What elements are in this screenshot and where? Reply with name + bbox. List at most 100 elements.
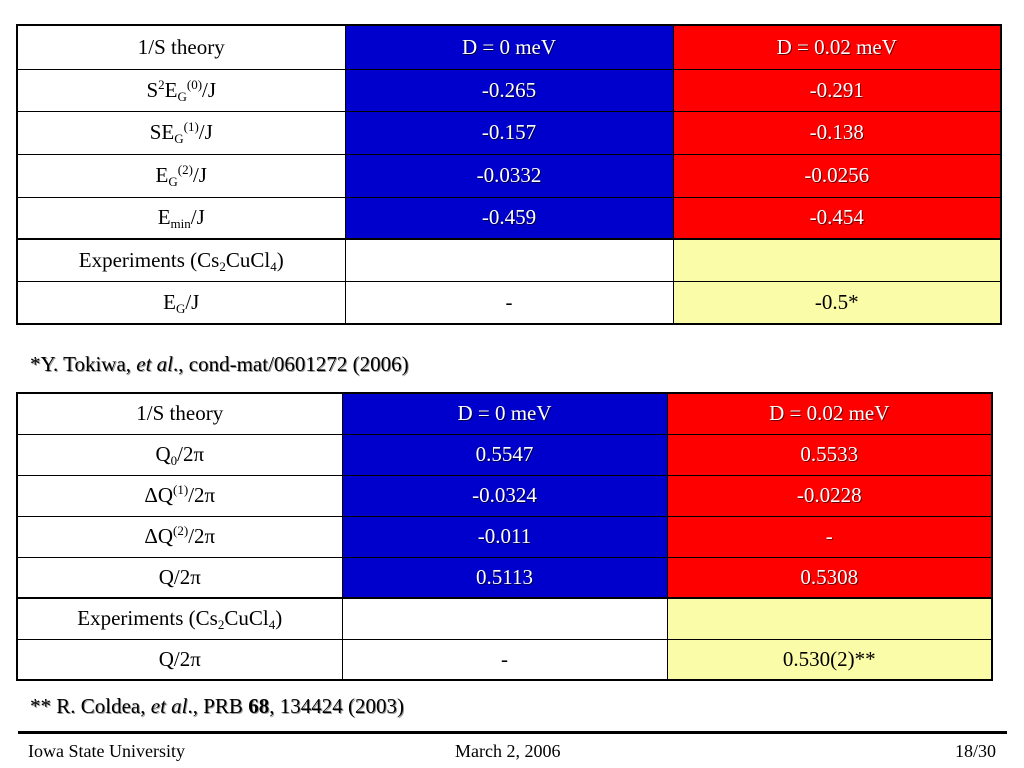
table-row: Emin/J -0.459 -0.454 — [16, 196, 1002, 240]
citation-etal: et al — [136, 352, 174, 376]
value-d0: - — [344, 280, 674, 324]
value-d0: -0.265 — [344, 68, 674, 112]
citation-text: , 134424 (2003) — [269, 694, 404, 718]
label-text: ΔQ — [144, 483, 174, 507]
label-text: ) — [276, 247, 284, 272]
header-d0: D = 0 meV — [341, 392, 668, 435]
label-subscript: G — [168, 174, 178, 189]
experiments-label: Experiments (Cs2CuCl4) — [16, 238, 346, 282]
label-text: Q — [155, 442, 171, 466]
table-row: ΔQ(2)/2π -0.011 - — [16, 515, 993, 558]
experiments-row: Experiments (Cs2CuCl4) — [16, 597, 993, 640]
label-text: /2π — [177, 442, 205, 466]
value-d0: -0.157 — [344, 110, 674, 155]
citation-etal: et al — [150, 694, 188, 718]
value-d0: -0.459 — [344, 196, 674, 240]
label-text: CuCl — [225, 247, 271, 272]
empty-cell — [672, 238, 1002, 282]
label-subscript: min — [170, 216, 191, 232]
label-text: Experiments (Cs — [77, 606, 218, 631]
empty-cell — [344, 238, 674, 282]
label-text: /J — [192, 163, 207, 187]
value-experiment: -0.5* — [672, 280, 1002, 324]
header-theory: 1/S theory — [16, 392, 343, 435]
label-text: E — [163, 289, 176, 314]
value-experiment: 0.530(2)** — [666, 638, 993, 680]
table-row: Q/2π 0.5113 0.5308 — [16, 556, 993, 599]
label-text: /2π — [188, 483, 216, 507]
table-row: SEG(1)/J -0.157 -0.138 — [16, 110, 1002, 155]
label-text: /J — [202, 77, 217, 102]
header-d002: D = 0.02 meV — [672, 24, 1002, 70]
footer-date: March 2, 2006 — [455, 741, 561, 761]
header-theory: 1/S theory — [16, 24, 346, 70]
label-text: E — [164, 77, 178, 102]
label-text: SE — [149, 120, 175, 144]
table-row: ΔQ(1)/2π -0.0324 -0.0228 — [16, 474, 993, 517]
table-row: EG/J - -0.5* — [16, 280, 1002, 324]
citation-text: *Y. Tokiwa, — [30, 352, 137, 376]
row-label: EG/J — [16, 280, 346, 324]
label-subscript: G — [174, 131, 184, 146]
row-label: Q/2π — [16, 556, 343, 599]
row-label: Q/2π — [16, 638, 343, 680]
empty-cell — [666, 597, 993, 640]
header-d0: D = 0 meV — [344, 24, 674, 70]
citation-text: ., PRB — [187, 694, 249, 718]
label-text: /2π — [188, 524, 216, 548]
label-superscript: (1) — [173, 482, 189, 497]
value-d002: 0.5308 — [666, 556, 993, 599]
label-text: Q/2π — [158, 564, 201, 589]
table-row: EG(2)/J -0.0332 -0.0256 — [16, 153, 1002, 198]
citation-volume: 68 — [248, 694, 270, 718]
label-superscript: (0) — [186, 76, 203, 92]
row-label: S2EG(0)/J — [16, 68, 346, 112]
table-header-row: 1/S theory D = 0 meV D = 0.02 meV — [16, 24, 1002, 70]
value-d0: -0.0324 — [341, 474, 668, 517]
value-d002: 0.5533 — [666, 433, 993, 476]
row-label: ΔQ(1)/2π — [16, 474, 343, 517]
citation-tokiwa: *Y. Tokiwa, et al., cond-mat/0601272 (20… — [30, 352, 409, 377]
label-text: /J — [190, 205, 205, 230]
label-text: E — [155, 163, 169, 187]
table-row: Q/2π - 0.530(2)** — [16, 638, 993, 680]
value-d002: -0.291 — [672, 68, 1002, 112]
header-d002: D = 0.02 meV — [666, 392, 993, 435]
row-label: SEG(1)/J — [16, 110, 346, 155]
value-d0: - — [341, 638, 668, 680]
label-text: ) — [275, 606, 283, 631]
label-subscript: 2 — [217, 617, 225, 633]
value-d0: -0.011 — [341, 515, 668, 558]
label-text: ΔQ — [144, 524, 174, 548]
label-superscript: (2) — [173, 523, 189, 538]
value-d002: -0.454 — [672, 196, 1002, 240]
table-row: Q0/2π 0.5547 0.5533 — [16, 433, 993, 476]
label-superscript: 2 — [158, 76, 165, 92]
label-text: /J — [185, 289, 200, 314]
row-label: EG(2)/J — [16, 153, 346, 198]
table-header-row: 1/S theory D = 0 meV D = 0.02 meV — [16, 392, 993, 435]
label-text: /J — [198, 120, 213, 144]
table-wavevector: 1/S theory D = 0 meV D = 0.02 meV Q0/2π … — [16, 392, 993, 681]
citation-coldea: ** R. Coldea, et al., PRB 68, 134424 (20… — [30, 694, 404, 719]
value-d002: - — [666, 515, 993, 558]
slide-number: 18/30 — [955, 741, 997, 761]
label-superscript: (1) — [183, 119, 199, 134]
label-text: E — [157, 205, 171, 230]
row-label: Q0/2π — [16, 433, 343, 476]
label-superscript: (2) — [177, 162, 193, 177]
row-label: ΔQ(2)/2π — [16, 515, 343, 558]
value-d0: 0.5113 — [341, 556, 668, 599]
experiments-row: Experiments (Cs2CuCl4) — [16, 238, 1002, 282]
label-text: S — [146, 77, 159, 102]
label-subscript: 4 — [270, 258, 277, 274]
table-energy: 1/S theory D = 0 meV D = 0.02 meV S2EG(0… — [16, 24, 1002, 325]
label-subscript: G — [177, 88, 187, 104]
table-row: S2EG(0)/J -0.265 -0.291 — [16, 68, 1002, 112]
label-subscript: 2 — [219, 258, 226, 274]
row-label: Emin/J — [16, 196, 346, 240]
value-d0: 0.5547 — [341, 433, 668, 476]
value-d002: -0.138 — [672, 110, 1002, 155]
value-d0: -0.0332 — [344, 153, 674, 198]
empty-cell — [341, 597, 668, 640]
